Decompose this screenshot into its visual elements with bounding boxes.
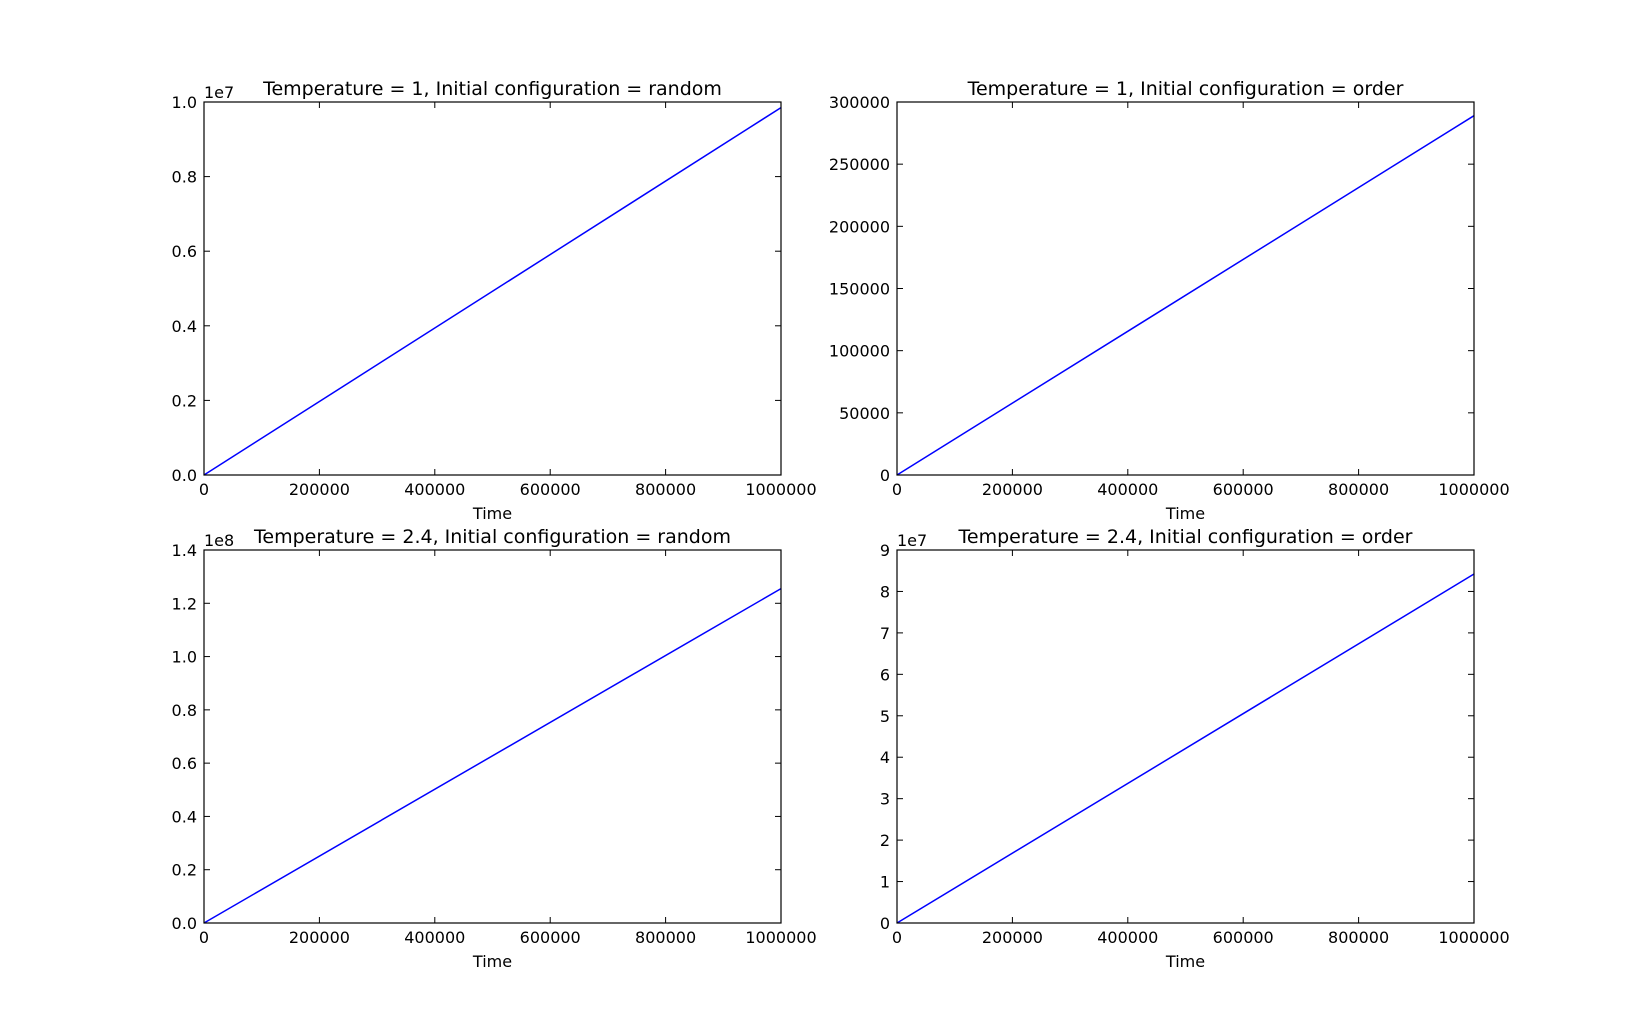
y-tick-label: 0.0 <box>172 914 197 933</box>
y-tick-label: 0 <box>880 914 890 933</box>
y-tick-label: 1.4 <box>172 541 197 560</box>
y-tick-label: 1.2 <box>172 594 197 613</box>
y-offset-label: 1e8 <box>204 531 234 550</box>
y-tick-label: 0.2 <box>172 391 197 410</box>
axes-frame <box>203 101 782 476</box>
y-tick-label: 1.0 <box>172 648 197 667</box>
x-axis-label: Time <box>472 504 512 523</box>
y-tick-label: 5 <box>880 707 890 726</box>
x-tick-label: 1000000 <box>1438 928 1509 947</box>
x-axis-label: Time <box>1165 504 1205 523</box>
y-tick-label: 0.2 <box>172 861 197 880</box>
subplot-title: Temperature = 1, Initial configuration =… <box>967 78 1404 100</box>
subplot-3: 0 200000 400000 600000 800000 1000000 0.0 0.2 0.… <box>172 526 817 971</box>
x-tick-label: 400000 <box>1097 480 1158 499</box>
axes-frame <box>203 549 782 924</box>
y-tick-label: 100000 <box>829 342 890 361</box>
series-line <box>896 573 1475 924</box>
subplot-title: Temperature = 2.4, Initial configuration… <box>958 526 1413 548</box>
y-tick-label: 0.0 <box>172 466 197 485</box>
subplot-1: 0 200000 400000 600000 800000 1000000 0.0 0.2 0.… <box>172 78 817 523</box>
y-tick-label: 1 <box>880 873 890 892</box>
subplot-2: 0 200000 400000 600000 800000 1000000 0 50000 10… <box>829 78 1510 523</box>
y-tick-label: 6 <box>880 665 890 684</box>
subplot-title: Temperature = 1, Initial configuration =… <box>262 78 722 100</box>
y-tick-label: 200000 <box>829 217 890 236</box>
y-tick-label: 0.8 <box>172 168 197 187</box>
x-tick-label: 800000 <box>635 928 696 947</box>
axes-frame <box>896 101 1475 476</box>
x-tick-label: 800000 <box>1328 928 1389 947</box>
x-tick-label: 600000 <box>520 928 581 947</box>
y-tick-label: 0.4 <box>172 317 197 336</box>
x-tick-label: 1000000 <box>745 480 816 499</box>
y-tick-label: 250000 <box>829 155 890 174</box>
y-tick-label: 50000 <box>839 404 890 423</box>
y-offset-label: 1e7 <box>204 83 234 102</box>
x-tick-label: 200000 <box>982 928 1043 947</box>
x-tick-label: 400000 <box>1097 928 1158 947</box>
y-tick-label: 0.4 <box>172 807 197 826</box>
series-line <box>896 115 1475 476</box>
x-tick-label: 800000 <box>635 480 696 499</box>
x-tick-label: 400000 <box>404 928 465 947</box>
subplot-title: Temperature = 2.4, Initial configuration… <box>253 526 731 548</box>
y-offset-label: 1e7 <box>897 531 927 550</box>
x-tick-label: 1000000 <box>1438 480 1509 499</box>
x-tick-label: 600000 <box>520 480 581 499</box>
x-tick-label: 0 <box>892 480 902 499</box>
x-tick-label: 800000 <box>1328 480 1389 499</box>
x-axis-label: Time <box>1165 952 1205 971</box>
x-tick-label: 400000 <box>404 480 465 499</box>
x-tick-label: 200000 <box>289 480 350 499</box>
x-tick-label: 0 <box>892 928 902 947</box>
y-tick-label: 0.6 <box>172 242 197 261</box>
y-tick-label: 300000 <box>829 93 890 112</box>
x-axis-label: Time <box>472 952 512 971</box>
y-tick-label: 7 <box>880 624 890 643</box>
x-tick-label: 0 <box>199 928 209 947</box>
x-tick-label: 600000 <box>1213 928 1274 947</box>
series-line <box>203 587 782 924</box>
x-tick-label: 1000000 <box>745 928 816 947</box>
y-tick-label: 2 <box>880 831 890 850</box>
x-tick-label: 200000 <box>289 928 350 947</box>
x-tick-label: 200000 <box>982 480 1043 499</box>
y-tick-label: 1.0 <box>172 93 197 112</box>
y-tick-label: 150000 <box>829 280 890 299</box>
y-tick-label: 4 <box>880 748 890 767</box>
y-tick-label: 0.8 <box>172 701 197 720</box>
x-tick-label: 600000 <box>1213 480 1274 499</box>
y-tick-label: 9 <box>880 541 890 560</box>
y-tick-label: 3 <box>880 790 890 809</box>
subplot-4: 0 200000 400000 600000 800000 1000000 0 1 2 3 4 5 6 7… <box>880 526 1510 971</box>
y-tick-label: 0.6 <box>172 754 197 773</box>
series-line <box>203 106 782 476</box>
axes-frame <box>896 549 1475 924</box>
y-tick-label: 0 <box>880 466 890 485</box>
x-tick-label: 0 <box>199 480 209 499</box>
y-tick-label: 8 <box>880 582 890 601</box>
